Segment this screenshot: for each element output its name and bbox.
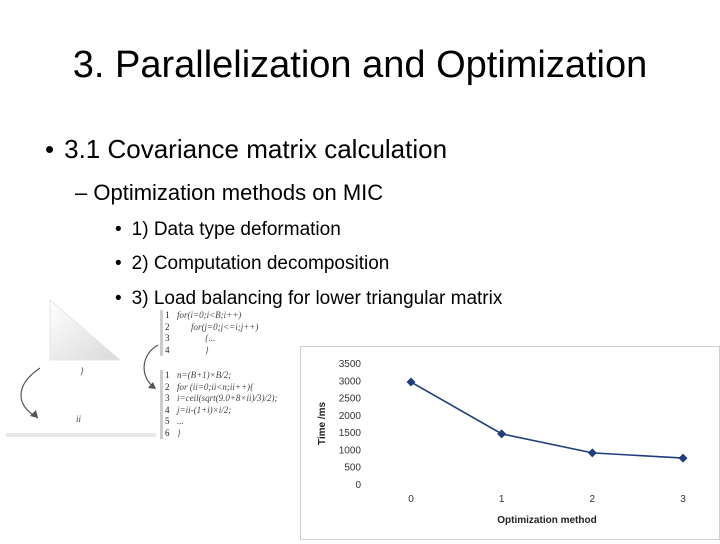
dash-marker: – bbox=[75, 180, 88, 205]
method-item-2-text: 2) Computation decomposition bbox=[131, 253, 390, 274]
data-point-marker bbox=[587, 448, 597, 458]
left-index-label: ii bbox=[76, 414, 82, 424]
bullet-dot: • bbox=[115, 253, 122, 274]
left-brace-label: } bbox=[80, 366, 84, 376]
curved-arrow-mid bbox=[143, 344, 159, 389]
sub-bullet-mic-text: Optimization methods on MIC bbox=[93, 180, 384, 205]
code-line: 5... bbox=[165, 416, 184, 426]
code-line: 3 i=ceil(sqrt(9.0+8×ii)/3)/2); bbox=[165, 393, 278, 403]
x-tick-label: 0 bbox=[408, 494, 414, 505]
method-item-3: • 3) Load balancing for lower triangular … bbox=[115, 288, 502, 310]
arrow-head-left bbox=[30, 410, 38, 418]
triangle-diagram bbox=[6, 298, 159, 437]
series-line bbox=[410, 381, 684, 459]
method-item-2: • 2) Computation decomposition bbox=[115, 253, 389, 275]
x-tick-label: 1 bbox=[499, 494, 505, 505]
bullet-dot: • bbox=[45, 134, 55, 164]
y-tick-label: 1500 bbox=[339, 428, 362, 439]
method-item-1-text: 1) Data type deformation bbox=[131, 219, 341, 240]
bullet-covariance-text: 3.1 Covariance matrix calculation bbox=[64, 134, 448, 164]
y-tick-label: 500 bbox=[344, 463, 361, 474]
code-line: 3 {... bbox=[165, 333, 216, 343]
y-tick-label: 1000 bbox=[339, 445, 362, 456]
time-chart: 0 500 1000 1500 2000 2500 3000 3500 0 1 2 3 Optimiza… bbox=[300, 346, 720, 540]
y-tick-label: 2000 bbox=[339, 411, 362, 422]
x-axis-title: Optimization method bbox=[497, 515, 596, 526]
time-chart-svg: 0 500 1000 1500 2000 2500 3000 3500 0 1 2 3 Optimiza… bbox=[317, 359, 688, 526]
code-line: 4 j=ii-(1+i)×i/2; bbox=[165, 404, 232, 415]
y-axis-title: Time /ms bbox=[317, 401, 328, 445]
method-item-1: • 1) Data type deformation bbox=[115, 219, 341, 241]
bullet-dot: • bbox=[115, 288, 122, 309]
x-tick-label: 2 bbox=[590, 494, 596, 505]
data-point-marker bbox=[678, 453, 688, 463]
slide-title: 3. Parallelization and Optimization bbox=[72, 44, 648, 86]
data-point-marker bbox=[406, 377, 416, 387]
y-tick-label: 3500 bbox=[339, 359, 362, 370]
code-block-flattened-loop: 1 n=(B+1)×B/2; 2 for (ii=0;ii<n;ii++){ 3 i=… bbox=[160, 370, 277, 439]
code-line: 1 n=(B+1)×B/2; bbox=[165, 370, 232, 380]
x-tick-label: 3 bbox=[680, 494, 686, 505]
bullet-covariance: • 3.1 Covariance matrix calculation bbox=[45, 134, 447, 165]
sub-bullet-mic: – Optimization methods on MIC bbox=[75, 180, 383, 206]
y-tick-label: 0 bbox=[355, 480, 361, 491]
method-item-3-text: 3) Load balancing for lower triangular m… bbox=[131, 288, 503, 309]
y-tick-label: 3000 bbox=[339, 376, 362, 387]
data-point-marker bbox=[497, 429, 507, 439]
code-line: 4} bbox=[165, 344, 209, 355]
code-line: 1 for(i=0;i<B;i++) bbox=[165, 310, 242, 320]
arrow-head-mid bbox=[148, 382, 156, 389]
code-line: 6} bbox=[165, 427, 181, 438]
y-tick-label: 2500 bbox=[339, 394, 362, 405]
code-line: 2 for(j=0;j<=i;j++) bbox=[165, 321, 259, 332]
code-block-nested-loops: 1 for(i=0;i<B;i++) 2 for(j=0;j<=i;j++) 3 {.… bbox=[160, 310, 258, 356]
curved-arrow-left bbox=[20, 367, 41, 419]
code-line: 2 for (ii=0;ii<n;ii++){ bbox=[165, 381, 254, 392]
lower-triangle-shape bbox=[49, 298, 122, 361]
floor-shadow bbox=[6, 433, 156, 437]
bullet-dot: • bbox=[115, 219, 122, 240]
